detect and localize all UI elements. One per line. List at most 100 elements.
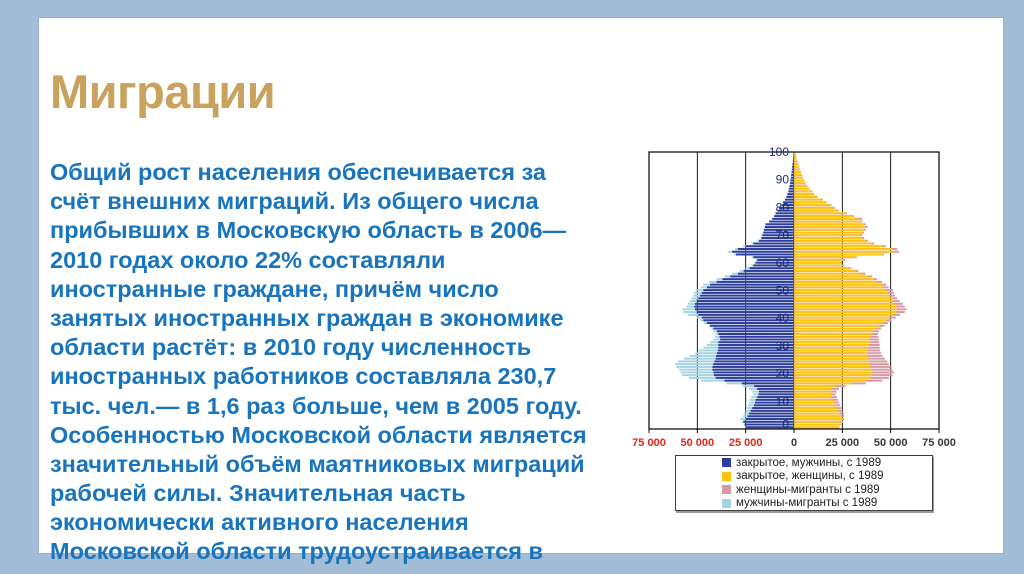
bar-female-closed bbox=[794, 327, 877, 330]
bar-male-closed bbox=[712, 368, 794, 371]
bar-male-closed bbox=[701, 291, 794, 294]
chart-legend: закрытое, мужчины, с 1989 закрытое, женщи… bbox=[675, 455, 933, 511]
x-axis-label: 50 000 bbox=[681, 437, 715, 449]
bar-female-closed bbox=[794, 168, 800, 171]
bar-female-closed bbox=[794, 300, 893, 303]
bar-male-closed bbox=[791, 171, 794, 174]
bar-male-closed bbox=[755, 261, 794, 264]
bar-male-closed bbox=[769, 220, 794, 223]
legend-item: женщины-мигранты с 1989 bbox=[722, 483, 932, 497]
bar-female-closed bbox=[794, 245, 883, 248]
body-text-line: прибывших в Московскую область в 2006— bbox=[50, 217, 567, 244]
legend-label: закрытое, женщины, с 1989 bbox=[736, 470, 884, 483]
bar-female-closed bbox=[794, 190, 812, 193]
bar-male-closed bbox=[713, 363, 794, 366]
body-text-line: Московской области трудоустраивается в bbox=[50, 538, 543, 565]
bar-male-closed bbox=[765, 226, 794, 229]
x-axis-label: 0 bbox=[791, 437, 797, 449]
bar-male-closed bbox=[790, 179, 794, 182]
bar-male-closed bbox=[792, 162, 794, 165]
bar-male-closed bbox=[719, 335, 794, 338]
bar-male-closed bbox=[778, 206, 794, 209]
bar-female-closed bbox=[794, 176, 803, 179]
bar-male-closed bbox=[757, 387, 794, 390]
bar-female-closed bbox=[794, 217, 858, 220]
bar-female-closed bbox=[794, 253, 883, 256]
bar-female-closed bbox=[794, 280, 878, 283]
bar-male-closed bbox=[753, 385, 794, 388]
bar-female-closed bbox=[794, 409, 839, 412]
body-text-line: рабочей силы. Значительная часть bbox=[50, 480, 466, 507]
bar-male-closed bbox=[782, 201, 794, 204]
legend-label: женщины-мигранты с 1989 bbox=[736, 483, 880, 496]
bar-male-closed bbox=[761, 237, 794, 240]
bar-female-closed bbox=[794, 272, 863, 275]
bar-female-closed bbox=[794, 354, 868, 357]
bar-female-closed bbox=[794, 382, 853, 385]
age-axis-label: 50 bbox=[776, 284, 790, 298]
body-text-line: счёт внешних миграций. Из общего числа bbox=[50, 188, 539, 215]
bar-female-closed bbox=[794, 160, 798, 163]
bar-female-closed bbox=[794, 418, 843, 421]
bar-male-closed bbox=[698, 297, 794, 300]
bar-male-closed bbox=[732, 250, 794, 253]
bar-male-closed bbox=[755, 398, 794, 401]
bar-female-closed bbox=[794, 396, 832, 399]
bar-male-closed bbox=[710, 324, 794, 327]
bar-female-closed bbox=[794, 426, 840, 429]
bar-male-closed bbox=[695, 302, 794, 305]
bar-female-closed bbox=[794, 209, 838, 212]
legend-label: закрытое, мужчины, с 1989 bbox=[736, 456, 882, 469]
bar-female-closed bbox=[794, 250, 894, 253]
bar-male-closed bbox=[703, 319, 794, 322]
bar-male-closed bbox=[793, 154, 794, 157]
legend-swatch-icon bbox=[722, 485, 731, 495]
bar-female-closed bbox=[794, 256, 856, 259]
body-text-line: тыс. чел.— в 1,6 раз больше, чем в 2005 … bbox=[50, 392, 582, 419]
bar-female-closed bbox=[794, 379, 866, 382]
bar-female-closed bbox=[794, 376, 871, 379]
bar-female-closed bbox=[794, 157, 797, 160]
bar-male-closed bbox=[713, 371, 794, 374]
bar-male-closed bbox=[741, 382, 794, 385]
bar-male-closed bbox=[757, 396, 794, 399]
bar-female-closed bbox=[794, 179, 805, 182]
bar-male-closed bbox=[753, 256, 794, 259]
bar-female-closed bbox=[794, 363, 870, 366]
bar-female-closed bbox=[794, 308, 898, 311]
bar-female-closed bbox=[794, 226, 866, 229]
bar-male-closed bbox=[707, 286, 794, 289]
body-text-line: значительный объём маятниковых миграций bbox=[50, 450, 585, 477]
x-axis-label: 50 000 bbox=[874, 437, 908, 449]
bar-female-closed bbox=[794, 420, 843, 423]
bar-male-closed bbox=[748, 412, 794, 415]
body-text: Общий рост населения обеспечивается за сч… bbox=[50, 158, 610, 567]
bar-male-closed bbox=[696, 300, 794, 303]
bar-female-closed bbox=[794, 234, 861, 237]
bar-male-closed bbox=[716, 352, 794, 355]
bar-female-closed bbox=[794, 269, 856, 272]
bar-male-closed bbox=[737, 272, 794, 275]
bar-female-closed bbox=[794, 313, 893, 316]
bar-female-closed bbox=[794, 385, 836, 388]
body-text-line: иностранных работников составляла 230,7 bbox=[50, 363, 557, 390]
bar-female-closed bbox=[794, 193, 814, 196]
bar-male-closed bbox=[781, 204, 794, 207]
bar-female-closed bbox=[794, 286, 884, 289]
bar-male-closed bbox=[712, 365, 794, 368]
bar-female-closed bbox=[794, 198, 823, 201]
bar-male-closed bbox=[789, 184, 794, 187]
bar-female-closed bbox=[794, 393, 831, 396]
bar-female-closed bbox=[794, 187, 810, 190]
age-axis-label: 60 bbox=[776, 256, 790, 270]
bar-male-closed bbox=[743, 420, 794, 423]
age-axis-label: 80 bbox=[776, 200, 790, 214]
bar-male-closed bbox=[753, 242, 794, 245]
bar-female-closed bbox=[794, 212, 846, 215]
bar-male-closed bbox=[744, 423, 794, 426]
bar-male-closed bbox=[718, 346, 794, 349]
bar-female-closed bbox=[794, 297, 892, 300]
bar-male-closed bbox=[717, 349, 794, 352]
bar-male-closed bbox=[710, 283, 794, 286]
